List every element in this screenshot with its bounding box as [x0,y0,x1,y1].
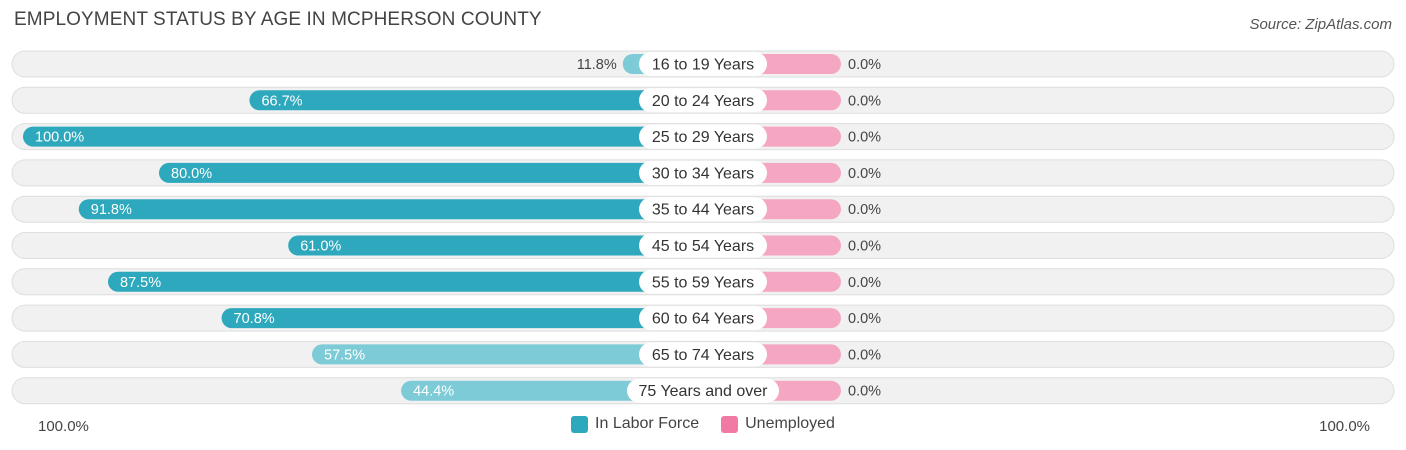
category-label-bg [639,233,767,258]
data-label-labor-force: 11.8% [577,57,617,73]
data-label-unemployed: 0.0% [848,57,881,73]
category-label: 25 to 29 Years [652,129,754,146]
category-label: 60 to 64 Years [652,311,754,328]
category-label-bg [639,306,767,331]
category-label-bg [639,124,767,149]
data-label-unemployed: 0.0% [848,384,881,400]
legend-label-unemployed: Unemployed [745,415,835,432]
category-label: 45 to 54 Years [652,238,754,255]
category-label-bg [639,52,767,76]
source-credit: Source: ZipAtlas.com [1249,16,1392,33]
category-label-bg [639,88,767,113]
legend-item-unemployed[interactable]: Unemployed [721,415,835,433]
data-label-unemployed: 0.0% [848,347,881,363]
category-label-bg [639,342,767,367]
legend-swatch-labor-force [571,415,589,433]
data-label-labor-force: 80.0% [171,166,212,182]
legend-swatch-unemployed [721,415,739,433]
bar-labor-force[interactable] [108,271,703,292]
data-label-unemployed: 0.0% [848,311,881,327]
data-label-labor-force: 100.0% [35,130,84,146]
category-label: 30 to 34 Years [652,165,754,182]
data-label-labor-force: 87.5% [120,275,161,291]
legend-item-labor-force[interactable]: In Labor Force [571,415,699,433]
data-label-labor-force: 70.8% [234,311,275,327]
data-label-unemployed: 0.0% [848,239,881,255]
bar-labor-force[interactable] [78,199,703,220]
data-label-labor-force: 61.0% [300,239,341,255]
data-label-unemployed: 0.0% [848,166,881,182]
category-label: 65 to 74 Years [652,347,754,364]
bar-labor-force[interactable] [249,90,703,111]
data-label-labor-force: 66.7% [261,93,302,109]
bar-chart: 16 to 19 Years 11.8% 0.0% 20 to 24 Years 66.… [11,50,1395,405]
data-label-labor-force: 44.4% [413,384,454,400]
bar-labor-force[interactable] [288,235,703,256]
category-label: 20 to 24 Years [652,93,754,110]
legend: In Labor Force Unemployed [0,415,1406,433]
data-label-unemployed: 0.0% [848,202,881,218]
bar-labor-force[interactable] [159,162,703,183]
chart-title: EMPLOYMENT STATUS BY AGE IN MCPHERSON CO… [14,9,542,30]
data-label-labor-force: 57.5% [324,347,365,363]
bar-labor-force[interactable] [23,126,703,147]
category-label-bg [639,160,767,185]
category-label: 75 Years and over [639,383,769,400]
legend-label-labor-force: In Labor Force [595,415,700,432]
data-label-unemployed: 0.0% [848,93,881,109]
bar-labor-force[interactable] [401,380,703,401]
category-label: 55 to 59 Years [652,274,754,291]
category-label-bg [627,378,779,403]
category-label: 35 to 44 Years [652,202,754,219]
data-label-unemployed: 0.0% [848,130,881,146]
bar-labor-force[interactable] [221,308,703,329]
axis-left-label: 100.0% [38,418,89,435]
category-label-bg [639,197,767,222]
category-label: 16 to 19 Years [652,57,754,74]
category-label-bg [639,269,767,294]
bar-labor-force[interactable] [312,344,703,365]
axis-right-label: 100.0% [1319,418,1370,435]
data-label-labor-force: 91.8% [91,202,132,218]
data-label-unemployed: 0.0% [848,275,881,291]
